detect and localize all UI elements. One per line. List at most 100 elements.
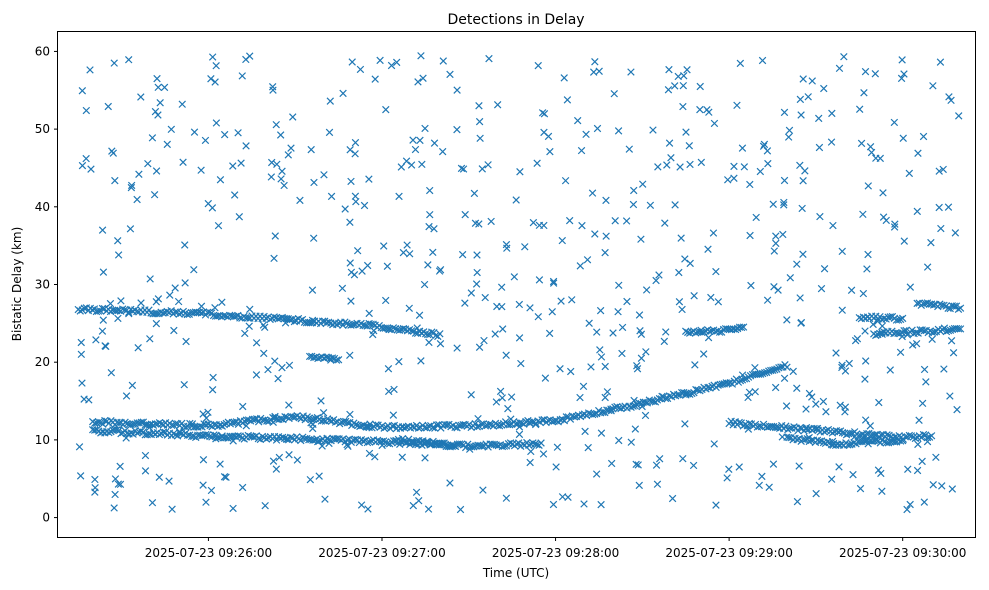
detection-point (552, 463, 560, 471)
detection-point (114, 306, 123, 315)
detection-point (634, 461, 642, 469)
detection-point (105, 428, 113, 437)
detection-point (453, 86, 461, 94)
detection-point (936, 58, 945, 66)
detection-point (133, 429, 141, 437)
detection-point (126, 225, 135, 233)
detection-point (151, 107, 160, 116)
detection-point (137, 299, 145, 307)
detection-point (241, 329, 249, 338)
detection-point (116, 462, 124, 471)
detection-point (686, 259, 694, 268)
detection-point (661, 219, 669, 227)
detection-point (872, 331, 880, 340)
detection-point (878, 330, 886, 338)
detection-point (98, 304, 107, 313)
detection-point (771, 366, 779, 374)
detection-point (211, 303, 219, 312)
detection-point (808, 77, 816, 85)
detection-point (846, 440, 854, 449)
detection-point (379, 242, 388, 250)
detection-point (117, 297, 125, 305)
detection-point (207, 75, 215, 83)
detection-point (314, 354, 322, 363)
detection-point (347, 297, 355, 305)
detection-point (418, 160, 426, 169)
detection-point (325, 318, 333, 326)
detection-point (414, 424, 423, 432)
detection-point (360, 201, 369, 210)
detection-point (498, 394, 507, 402)
detection-point (544, 132, 553, 141)
detection-point (730, 174, 738, 182)
detection-point (146, 335, 154, 343)
detection-point (351, 138, 360, 147)
detection-point (369, 320, 377, 328)
detection-point (785, 126, 794, 135)
detection-point (318, 442, 326, 450)
detection-point (537, 439, 545, 447)
detection-point (697, 326, 705, 335)
detection-point (212, 61, 220, 70)
detection-point (906, 283, 915, 291)
detection-point (170, 326, 178, 335)
detection-point (661, 394, 670, 403)
detection-point (581, 427, 589, 436)
detection-point (947, 96, 955, 105)
detection-point (607, 405, 615, 413)
detection-point (356, 65, 365, 74)
detection-point (593, 124, 602, 133)
detection-point (828, 109, 836, 118)
detection-point (836, 401, 844, 409)
detection-point (261, 416, 269, 424)
detection-point (864, 250, 872, 259)
detection-point (799, 250, 807, 258)
detection-point (637, 354, 646, 362)
detection-point (582, 130, 590, 139)
detection-point (372, 421, 380, 429)
detection-point (548, 308, 556, 316)
detection-point (756, 167, 765, 176)
y-tick-label: 20 (35, 355, 50, 369)
detection-point (341, 318, 349, 326)
detection-point (747, 281, 755, 290)
detection-point (306, 475, 315, 484)
detection-point (663, 161, 671, 169)
detection-point (493, 100, 502, 109)
detection-point (584, 443, 592, 452)
detection-point (315, 472, 323, 480)
detection-point (477, 420, 486, 428)
detection-point (389, 411, 398, 419)
y-tick-label: 50 (35, 122, 50, 136)
detection-point (773, 423, 782, 432)
detection-point (274, 374, 282, 383)
detection-point (712, 267, 720, 276)
detection-point (409, 438, 417, 447)
detection-point (779, 230, 787, 239)
detection-point (746, 231, 754, 240)
detection-point (446, 70, 454, 79)
detection-point (752, 213, 760, 222)
detection-point (630, 186, 638, 195)
detection-point (913, 299, 921, 308)
detection-point (242, 55, 250, 64)
detection-point (94, 307, 103, 315)
detection-point (653, 480, 662, 488)
detection-point (474, 414, 482, 423)
detection-point (348, 58, 356, 66)
detection-point (745, 388, 754, 397)
detection-point (308, 316, 317, 325)
detection-point (746, 372, 755, 380)
detection-point (641, 398, 650, 406)
detection-point (220, 130, 229, 139)
detection-point (638, 180, 647, 188)
detection-point (770, 283, 778, 291)
detection-point (668, 494, 677, 503)
detection-point (111, 490, 119, 499)
detection-point (654, 163, 662, 171)
detection-point (419, 74, 427, 82)
detection-point (597, 429, 606, 437)
detection-point (478, 442, 486, 450)
detection-point (308, 286, 317, 294)
detection-point (220, 473, 229, 481)
